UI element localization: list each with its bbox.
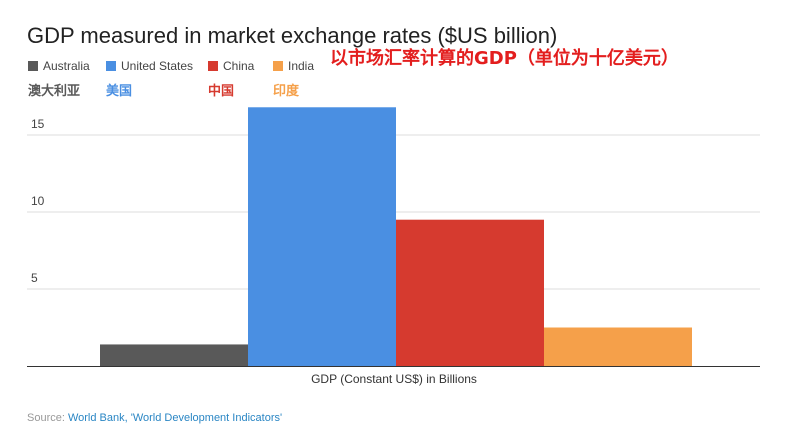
- bar-china: [396, 219, 544, 366]
- legend-label-india: India: [288, 59, 315, 73]
- bars: [100, 107, 692, 366]
- source-note: Source: World Bank, 'World Development I…: [27, 412, 282, 424]
- legend-label-united-states-chinese: 美国: [106, 84, 133, 99]
- legend-label-australia-chinese: 澳大利亚: [28, 84, 81, 99]
- legend-label-united-states: United States: [121, 59, 194, 73]
- legend-label-china-chinese: 中国: [208, 84, 235, 99]
- axes: 5 10 15 GDP (Constant US$) in Billions: [27, 117, 760, 386]
- y-tick-label: 5: [31, 271, 38, 285]
- x-axis-label: GDP (Constant US$) in Billions: [311, 372, 477, 386]
- legend-swatch-australia: [28, 61, 38, 71]
- legend-label-china: China: [223, 59, 255, 73]
- legend-swatch-china: [208, 61, 218, 71]
- source-link[interactable]: World Bank, 'World Development Indicator…: [67, 412, 283, 424]
- y-tick-label: 15: [31, 117, 45, 131]
- legend-swatch-india: [273, 61, 283, 71]
- legend-label-india-chinese: 印度: [273, 84, 300, 99]
- bar-india: [544, 327, 692, 366]
- y-tick-label: 10: [31, 194, 45, 208]
- bar-united-states: [248, 107, 396, 366]
- legend-swatch-united-states: [106, 61, 116, 71]
- chart-title: GDP measured in market exchange rates ($…: [27, 23, 558, 48]
- legend-label-australia: Australia: [43, 59, 90, 73]
- chart-subtitle-chinese: 以市场汇率计算的GDP（单位为十亿美元）: [330, 48, 679, 69]
- bar-chart: 5 10 15 GDP (Constant US$) in Billions: [27, 107, 760, 386]
- source-prefix: Source:: [27, 412, 68, 424]
- bar-australia: [100, 344, 248, 366]
